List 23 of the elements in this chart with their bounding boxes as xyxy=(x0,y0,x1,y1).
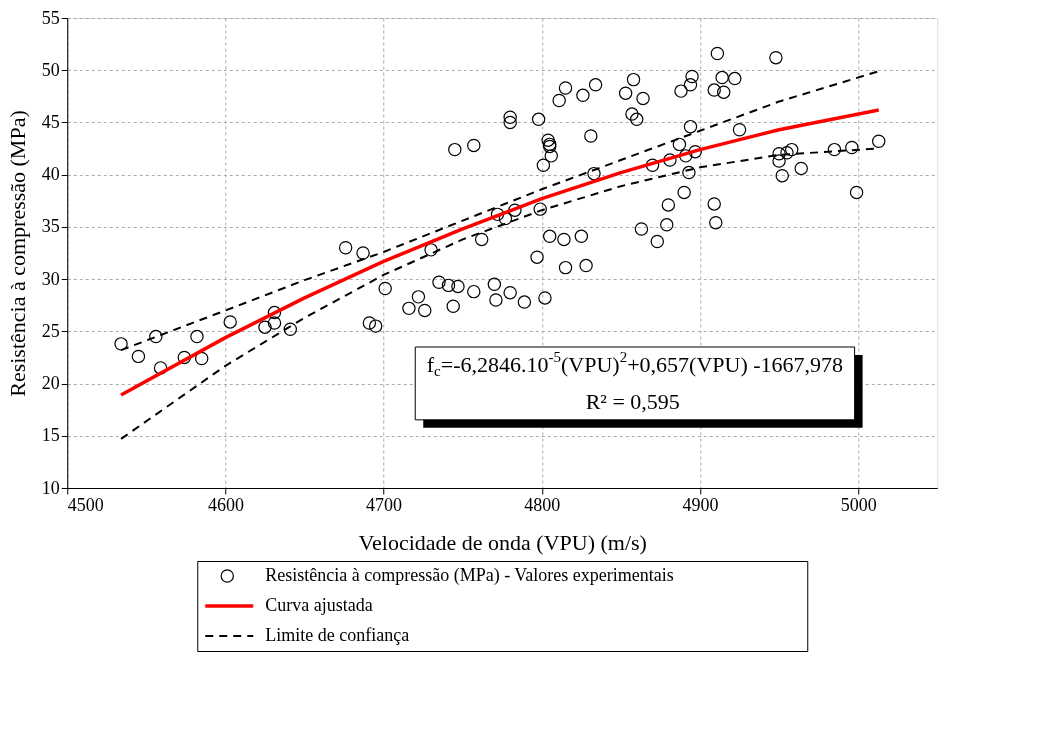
y-axis-title: Resistência à compressão (MPa) xyxy=(4,110,30,397)
y-tick-label: 35 xyxy=(41,216,60,237)
legend-label: Curva ajustada xyxy=(265,595,373,615)
y-tick-label: 50 xyxy=(41,59,60,80)
x-tick-label: 5000 xyxy=(840,494,877,515)
x-axis-title: Velocidade de onda (VPU) (m/s) xyxy=(358,529,647,555)
y-tick-label: 20 xyxy=(41,373,60,394)
y-tick-label: 40 xyxy=(41,164,60,185)
line-series xyxy=(119,108,881,397)
y-tick-label: 15 xyxy=(41,425,60,446)
annotation: R² = 0,595 xyxy=(585,388,680,414)
y-tick-label: 45 xyxy=(41,111,60,132)
legend-label: Limite de confiança xyxy=(265,625,410,645)
y-tick-label: 25 xyxy=(41,320,60,341)
x-tick-label: 4800 xyxy=(524,494,561,515)
y-tick-label: 55 xyxy=(41,7,60,28)
x-tick-label: 4500 xyxy=(67,494,104,515)
x-tick-label: 4900 xyxy=(682,494,719,515)
y-tick-label: 10 xyxy=(41,477,60,498)
x-tick-label: 4600 xyxy=(207,494,244,515)
y-tick-label: 30 xyxy=(41,268,60,289)
x-tick-label: 4700 xyxy=(366,494,403,515)
legend-label: Resistência à compressão (MPa) - Valores experimentais xyxy=(265,565,674,586)
